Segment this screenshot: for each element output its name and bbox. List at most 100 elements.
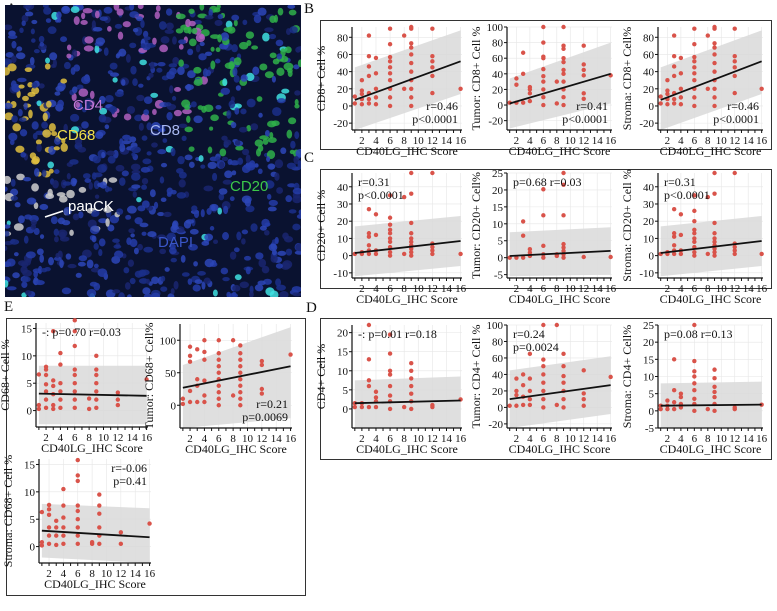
data-point (94, 405, 99, 411)
data-point (409, 231, 414, 236)
cell-mark (190, 101, 197, 108)
cell-mark (267, 137, 277, 143)
cell-mark (200, 164, 206, 169)
cell-mark (207, 146, 213, 154)
cell-mark (193, 115, 203, 124)
y-tick-label: 0 (343, 101, 349, 113)
cell-mark (127, 205, 137, 214)
cell-mark (297, 59, 301, 68)
cell-mark (63, 206, 72, 216)
x-axis-title: CD40LG_IHC Score (356, 442, 458, 456)
cell-mark (245, 72, 255, 82)
cell-mark (40, 268, 48, 273)
cell-mark (107, 187, 113, 192)
data-point (72, 318, 77, 323)
y-axis-title: Tumor: CD68+ Cell% (142, 322, 156, 429)
cell-mark (63, 61, 71, 70)
x-tick-label: 10 (716, 433, 728, 445)
cell-mark (160, 197, 167, 203)
cell-mark (98, 238, 106, 247)
cell-mark (183, 220, 192, 229)
cell-mark (193, 79, 203, 86)
cell-mark (248, 291, 254, 297)
panel-d-frame (320, 318, 772, 460)
cell-mark (19, 27, 24, 34)
data-point (527, 402, 533, 408)
cell-mark (146, 122, 153, 131)
cell-mark (9, 239, 20, 245)
cell-mark (175, 13, 186, 20)
data-point (202, 338, 207, 343)
y-tick-label: 0 (498, 402, 504, 414)
x-tick-label: 14 (743, 433, 755, 445)
x-tick-label: 4 (373, 283, 379, 295)
x-axis-title: CD40LG_IHC Score (660, 292, 762, 306)
data-point (373, 212, 379, 217)
data-point (554, 402, 560, 408)
cell-mark (218, 193, 225, 201)
data-point (732, 405, 737, 410)
x-tick-label: 16 (605, 433, 617, 445)
data-point (115, 402, 121, 408)
cell-mark (66, 53, 72, 59)
data-point (561, 396, 566, 402)
cell-mark (18, 215, 25, 224)
y-axis-title: CD4+ Cell % (314, 344, 328, 409)
x-tick-label: 10 (413, 135, 425, 147)
cell-mark (138, 269, 147, 277)
cell-mark (14, 202, 21, 208)
cell-mark (30, 219, 37, 226)
regression-line (509, 384, 611, 401)
y-tick-label: 60 (643, 49, 655, 61)
data-point (541, 54, 546, 59)
data-point (561, 56, 566, 61)
cell-mark (279, 290, 289, 297)
cell-mark (94, 44, 100, 54)
data-point (561, 71, 566, 77)
data-point (581, 91, 586, 96)
y-tick-label: 15 (24, 459, 36, 471)
data-point (352, 101, 358, 106)
regression-line (660, 60, 762, 101)
data-point (520, 372, 526, 377)
data-point (259, 362, 265, 368)
cell-mark (214, 58, 221, 64)
data-point (712, 220, 717, 226)
cell-mark (60, 36, 68, 43)
data-point (202, 399, 207, 405)
data-point (409, 239, 414, 245)
data-point (387, 26, 393, 31)
cell-mark (192, 284, 201, 292)
cell-mark (81, 75, 91, 85)
data-point (712, 95, 717, 100)
cell-mark (51, 131, 58, 137)
cell-mark (138, 83, 144, 88)
y-tick-label: 5 (27, 378, 33, 390)
data-point (387, 215, 393, 220)
cell-mark (239, 281, 250, 289)
cell-mark (36, 248, 44, 256)
data-point (430, 73, 435, 79)
data-point (58, 350, 63, 356)
data-point (712, 52, 717, 57)
cell-mark (159, 44, 169, 53)
data-point (692, 78, 697, 83)
data-point (520, 233, 526, 238)
cell-mark (188, 243, 198, 251)
data-point (373, 86, 379, 91)
cell-mark (150, 92, 159, 98)
cell-mark (160, 275, 166, 282)
cell-mark (212, 172, 218, 182)
data-point (561, 79, 566, 84)
cell-mark (287, 5, 296, 9)
data-point (61, 533, 66, 538)
micrograph-label-panck: panCK (68, 198, 114, 215)
data-point (712, 408, 717, 414)
data-point (692, 71, 697, 76)
chart-svg-d2: 2 4 6 8 10 12 14 16 -20 0 20 40 60 80 100 CD40LG_IHC Sc… (469, 320, 617, 456)
y-tick-label: 20 (337, 216, 349, 228)
data-point (238, 403, 243, 408)
data-point (541, 388, 546, 394)
data-point (541, 102, 546, 108)
y-tick-label: 40 (492, 69, 504, 81)
